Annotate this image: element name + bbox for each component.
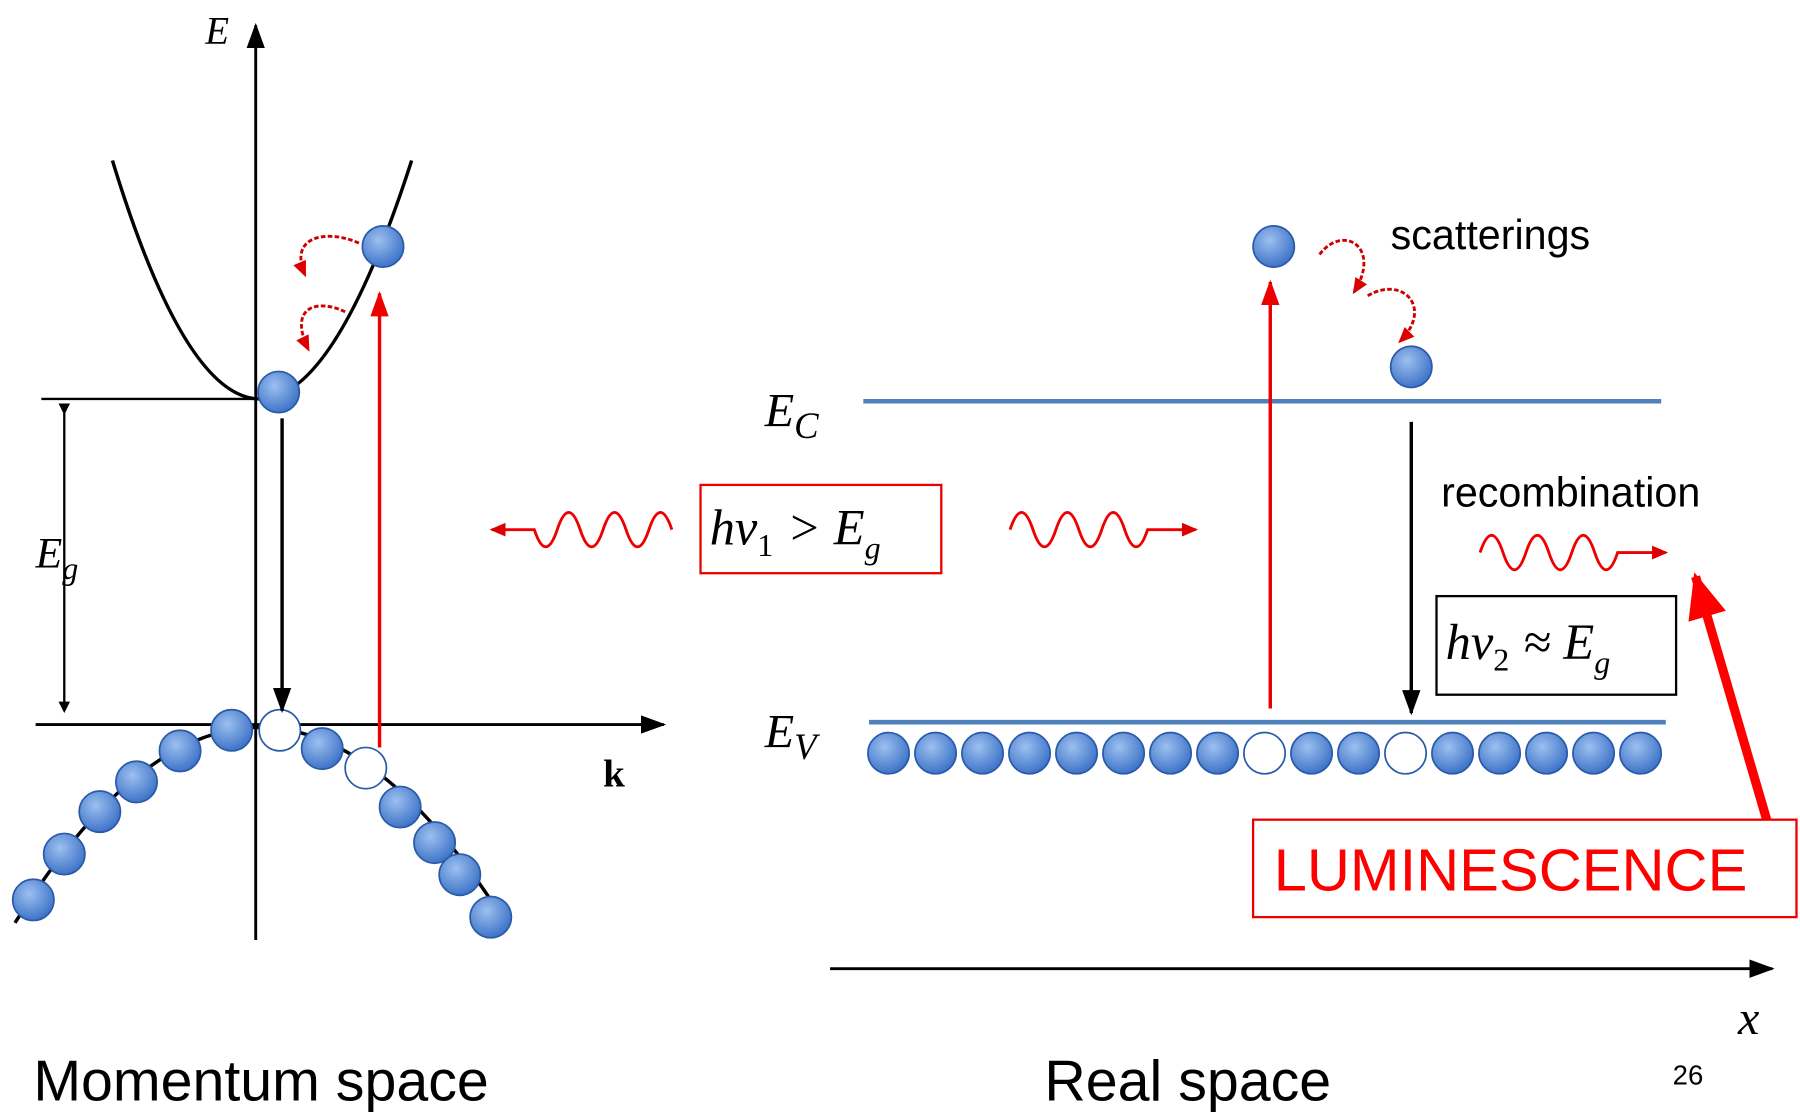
momentum-diagram: E k Eg — [13, 10, 664, 940]
momentum-axis-label: k — [603, 752, 625, 795]
hole — [1244, 733, 1285, 774]
emitted-photon-label: hν2 ≈ Eg — [1446, 614, 1611, 680]
electron — [439, 854, 480, 895]
page: { "momentum_space": { "energy_axis_label… — [0, 0, 1800, 1112]
conduction-label: EC — [764, 384, 819, 445]
valence-electrons — [13, 226, 512, 938]
electron — [362, 226, 403, 267]
ev-symbol: E — [764, 705, 794, 758]
electron — [211, 710, 252, 751]
photon-wave — [1010, 512, 1196, 546]
recombination-label: recombination — [1441, 470, 1700, 516]
scattering-arrow — [1368, 289, 1415, 341]
electron — [1197, 733, 1238, 774]
electron — [380, 786, 421, 827]
scattering-arrow — [301, 306, 345, 350]
hv2-symbol: hν — [1446, 614, 1494, 670]
valence-label: EV — [764, 705, 820, 766]
luminescence-pointer — [1696, 577, 1767, 820]
momentum-caption: Momentum space — [33, 1050, 488, 1112]
photon-wave — [1480, 535, 1666, 569]
hole — [259, 710, 300, 751]
energy-axis-label: E — [204, 10, 229, 53]
electron — [1150, 733, 1191, 774]
slide: E k Eg EC — [0, 0, 1800, 1112]
hv1-relation: > E — [787, 500, 864, 556]
hv2-relation-subscript: g — [1594, 644, 1610, 680]
gap-symbol: E — [35, 529, 63, 577]
electron — [1432, 733, 1473, 774]
electron — [1479, 733, 1520, 774]
electron — [1291, 733, 1332, 774]
hv1-subscript: 1 — [757, 527, 773, 563]
ec-subscript: C — [794, 405, 819, 446]
luminescence-label: LUMINESCENCE — [1274, 837, 1748, 904]
electron — [470, 896, 511, 937]
electron — [1526, 733, 1567, 774]
gap-label: Eg — [35, 529, 79, 585]
electron — [915, 733, 956, 774]
electron — [116, 761, 157, 802]
electron — [1338, 733, 1379, 774]
electron — [1056, 733, 1097, 774]
absorbed-photon-label: hν1 > Eg — [710, 500, 881, 566]
electron — [1253, 226, 1294, 267]
hv2-subscript: 2 — [1493, 642, 1509, 678]
hole — [345, 747, 386, 788]
electron — [79, 791, 120, 832]
hv2-relation: ≈ E — [1523, 614, 1594, 670]
electron — [962, 733, 1003, 774]
ev-subscript: V — [794, 726, 820, 767]
electron — [1573, 733, 1614, 774]
electron — [44, 833, 85, 874]
page-number: 26 — [1673, 1059, 1704, 1090]
photon-wave — [492, 512, 672, 546]
electron — [302, 728, 343, 769]
gap-subscript: g — [62, 550, 78, 586]
real-caption: Real space — [1044, 1050, 1331, 1112]
electron — [258, 371, 299, 412]
scatterings-label: scatterings — [1391, 212, 1591, 258]
hv1-symbol: hν — [710, 500, 758, 556]
electron — [1620, 733, 1661, 774]
electron — [1009, 733, 1050, 774]
electron — [1103, 733, 1144, 774]
position-axis-label: x — [1737, 992, 1759, 1045]
hole — [1385, 733, 1426, 774]
scattering-arrow — [301, 236, 359, 275]
electron — [13, 879, 54, 920]
electron — [868, 733, 909, 774]
scattering-arrow — [1320, 240, 1364, 292]
hv1-relation-subscript: g — [865, 529, 881, 565]
electron — [159, 730, 200, 771]
conduction-band — [112, 160, 411, 398]
ec-symbol: E — [764, 384, 794, 437]
electron — [1391, 346, 1432, 387]
real-space-diagram: EC EV scatterings reco — [492, 212, 1797, 1045]
